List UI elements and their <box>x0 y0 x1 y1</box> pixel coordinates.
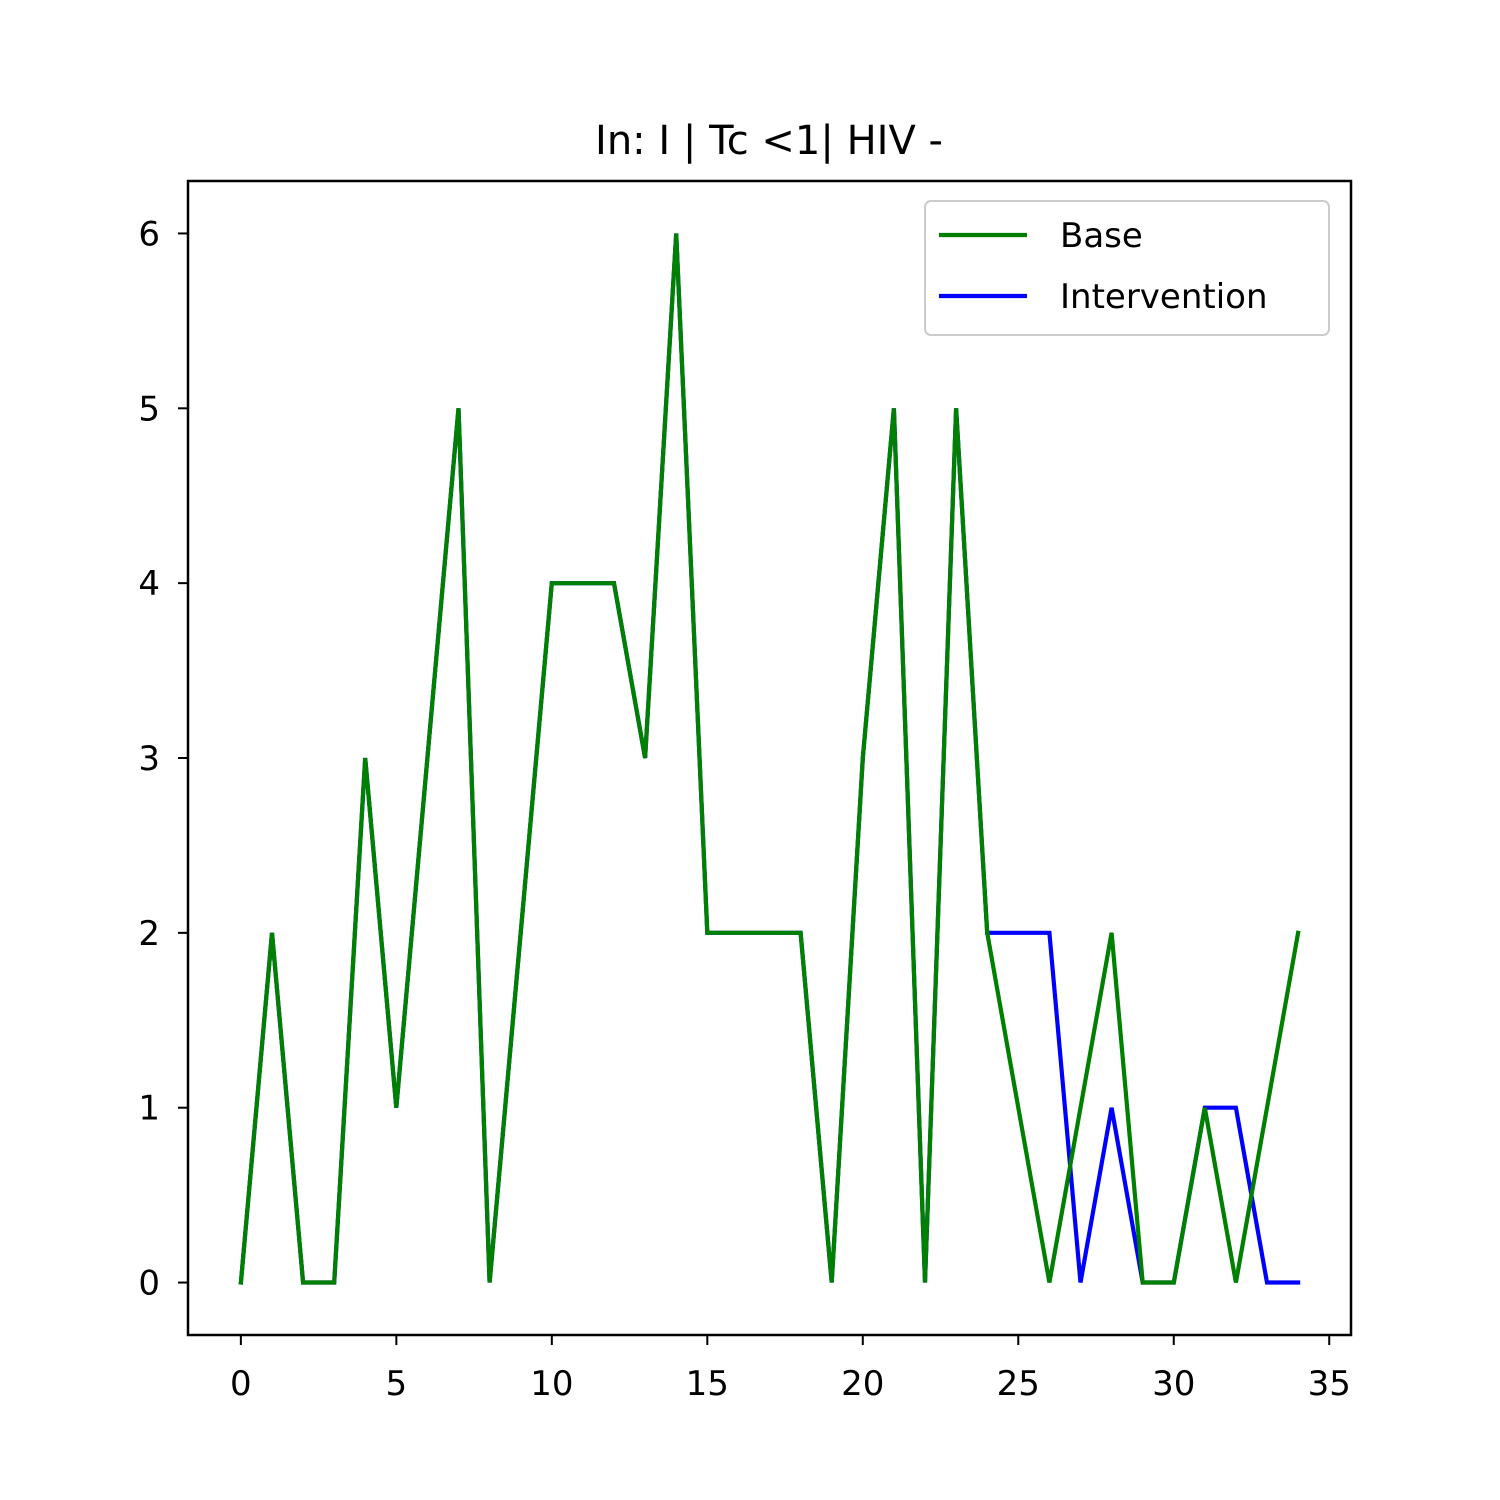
legend: Base Intervention <box>924 200 1330 336</box>
y-tick-label: 3 <box>138 739 160 779</box>
y-tick-label: 1 <box>138 1089 160 1129</box>
x-tick-label: 25 <box>997 1364 1040 1404</box>
series-line-intervention <box>238 233 1301 1285</box>
y-tick-label: 4 <box>138 564 160 604</box>
x-tick-label: 15 <box>686 1364 729 1404</box>
axes-layer: 0 5 10 15 20 25 30 35 0 1 2 3 4 5 6 <box>138 179 1353 1404</box>
chart-title: In: I | Tc <1| HIV - <box>595 118 943 164</box>
x-tick-label: 35 <box>1308 1364 1351 1404</box>
axes-frame <box>186 179 1353 1337</box>
series-layer <box>238 233 1301 1285</box>
x-tick-label: 0 <box>230 1364 252 1404</box>
series-line-base <box>238 233 1301 1285</box>
legend-label-base: Base <box>1060 216 1143 256</box>
y-tick-label: 6 <box>138 214 160 254</box>
x-tick-label: 5 <box>386 1364 408 1404</box>
y-tick-label: 0 <box>138 1264 160 1304</box>
legend-label-intervention: Intervention <box>1060 277 1268 317</box>
x-tick-label: 30 <box>1152 1364 1195 1404</box>
x-tick-label: 10 <box>530 1364 573 1404</box>
y-tick-label: 5 <box>138 389 160 429</box>
y-tick-label: 2 <box>138 914 160 954</box>
x-tick-label: 20 <box>841 1364 884 1404</box>
